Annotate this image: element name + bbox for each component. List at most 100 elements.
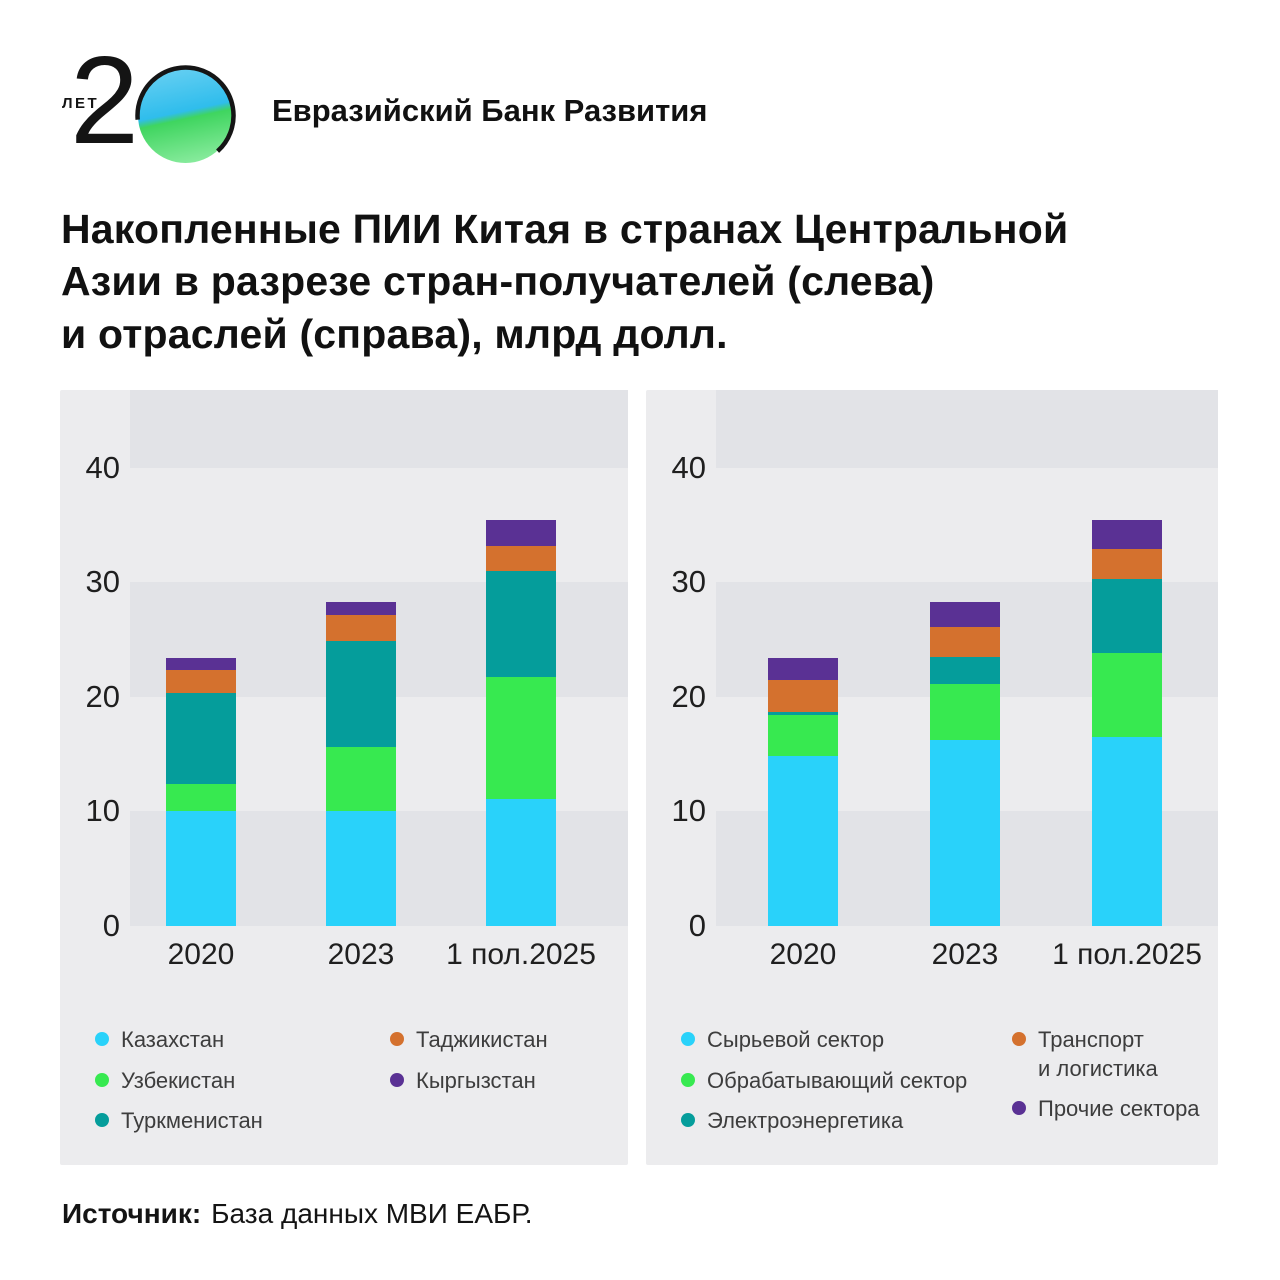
bar-segment (326, 747, 396, 812)
bar-segment (166, 783, 236, 812)
legend-label: Обрабатывающий сектор (707, 1067, 968, 1093)
legend-item: Прочие сектора (1012, 1095, 1200, 1124)
legend-item: Обрабатывающий сектор (681, 1067, 1012, 1096)
y-tick-label: 10 (671, 793, 706, 829)
y-tick-label: 20 (671, 678, 706, 714)
bar-segment (486, 545, 556, 571)
legend-item: Казахстан (95, 1026, 390, 1055)
bar-segment (166, 657, 236, 671)
y-tick-label: 30 (85, 564, 120, 600)
legend-item: Электроэнергетика (681, 1107, 1012, 1136)
legend-dot-icon (95, 1072, 109, 1087)
bar-segment (1092, 653, 1162, 737)
logo-let-text: ЛЕТ (62, 95, 100, 112)
chart-countries-panel: 0 10 20 30 40 2020 2023 1 пол.2025 Казахстан Уз… (60, 389, 628, 1165)
x-tick-label: 2023 (327, 938, 395, 971)
legend-dot-icon (1012, 1032, 1026, 1046)
plot-area (130, 389, 628, 926)
legend-item: Узбекистан (95, 1067, 390, 1096)
legend-dot-icon (390, 1032, 404, 1046)
legend-label: Сырьевой сектор (707, 1027, 885, 1052)
y-tick-label: 0 (688, 908, 706, 943)
source-label: Источник: (62, 1198, 202, 1229)
legend-label: Казахстан (121, 1027, 225, 1052)
legend-dot-icon (681, 1032, 695, 1046)
legend-label: Электроэнергетика (707, 1108, 904, 1134)
legend-label: Туркменистан (121, 1108, 263, 1134)
chart-sectors-panel: 0 10 20 30 40 2020 2023 1 пол.2025 Сырьевой се… (646, 389, 1218, 1165)
legend-column: Транспорт и логистика Прочие сектора (1012, 1026, 1200, 1148)
bar-segment (486, 520, 556, 546)
source-text: База данных МВИ ЕАБР. (211, 1198, 533, 1229)
bar-segment (486, 798, 556, 926)
x-tick-label: 2020 (167, 938, 235, 971)
bar-segment (1092, 549, 1162, 579)
edb-20-years-logo: ЛЕТ 2 (60, 39, 240, 177)
y-tick-label: 20 (85, 678, 120, 714)
legend-label: Таджикистан (416, 1027, 548, 1052)
x-tick-label: 2020 (769, 938, 837, 971)
legend-item: Сырьевой сектор (681, 1026, 1012, 1055)
legend-label: Прочие сектора (1038, 1096, 1200, 1122)
legend-dot-icon (1012, 1101, 1026, 1116)
page-title: Накопленные ПИИ Китая в странах Централь… (61, 206, 1069, 357)
legend-sectors: Сырьевой сектор Обрабатывающий сектор Элек… (681, 1026, 1204, 1148)
stacked-bar-2020 (768, 657, 838, 926)
bar-segment (326, 811, 396, 926)
legend-column: Сырьевой сектор Обрабатывающий сектор Элек… (681, 1026, 1012, 1148)
source-note: Источник: База данных МВИ ЕАБР. (62, 1198, 533, 1230)
legend-dot-icon (95, 1113, 109, 1128)
grid-band (716, 389, 1218, 468)
bar-segment (326, 601, 396, 616)
stacked-bar-1 пол.2025 (486, 520, 556, 926)
legend-item: Кыргызстан (390, 1067, 548, 1096)
bar-segment (768, 657, 838, 680)
stacked-bar-2023 (326, 601, 396, 926)
x-axis-labels: 2020 2023 1 пол.2025 (130, 938, 628, 978)
logo-sphere-icon (138, 68, 233, 163)
bar-segment (1092, 736, 1162, 926)
bar-segment (166, 670, 236, 694)
bar-segment (166, 811, 236, 926)
bar-segment (326, 615, 396, 641)
legend-dot-icon (681, 1072, 695, 1087)
legend-label: Узбекистан (121, 1067, 236, 1093)
bar-segment (486, 677, 556, 799)
bar-segment (1092, 520, 1162, 549)
grid-band (130, 389, 628, 468)
bar-segment (768, 715, 838, 757)
bar-segment (326, 640, 396, 748)
bar-segment (768, 756, 838, 926)
legend-column: Казахстан Узбекистан Туркменистан (95, 1026, 390, 1148)
bar-segment (930, 601, 1000, 627)
bar-segment (486, 570, 556, 678)
bank-name: Евразийский Банк Развития (272, 93, 708, 128)
legend-label: Кыргызстан (416, 1067, 536, 1093)
legend-dot-icon (681, 1113, 695, 1128)
y-tick-label: 40 (671, 449, 706, 485)
logo-digit-2: 2 (70, 32, 139, 170)
legend-item: Туркменистан (95, 1107, 390, 1136)
legend-label: Транспорт и логистика (1038, 1027, 1158, 1081)
stacked-bar-1 пол.2025 (1092, 520, 1162, 926)
bar-segment (1092, 578, 1162, 654)
bar-segment (930, 656, 1000, 685)
bar-segment (930, 740, 1000, 926)
bar-segment (930, 684, 1000, 741)
plot-area (716, 389, 1218, 926)
legend-countries: Казахстан Узбекистан Туркменистан Таджикист… (95, 1026, 614, 1148)
y-tick-label: 30 (671, 564, 706, 600)
x-tick-label: 2023 (931, 938, 999, 971)
bar-segment (768, 679, 838, 712)
y-tick-label: 10 (85, 793, 120, 829)
legend-column: Таджикистан Кыргызстан (390, 1026, 548, 1148)
bar-segment (166, 693, 236, 784)
y-tick-label: 0 (102, 908, 120, 943)
bar-segment (768, 711, 838, 716)
legend-dot-icon (390, 1072, 404, 1087)
x-axis-labels: 2020 2023 1 пол.2025 (716, 938, 1218, 978)
legend-dot-icon (95, 1032, 109, 1046)
logo-zero-arc-icon (135, 65, 236, 153)
x-tick-label: 1 пол.2025 (1052, 938, 1202, 971)
y-axis: 0 10 20 30 40 (646, 390, 706, 941)
